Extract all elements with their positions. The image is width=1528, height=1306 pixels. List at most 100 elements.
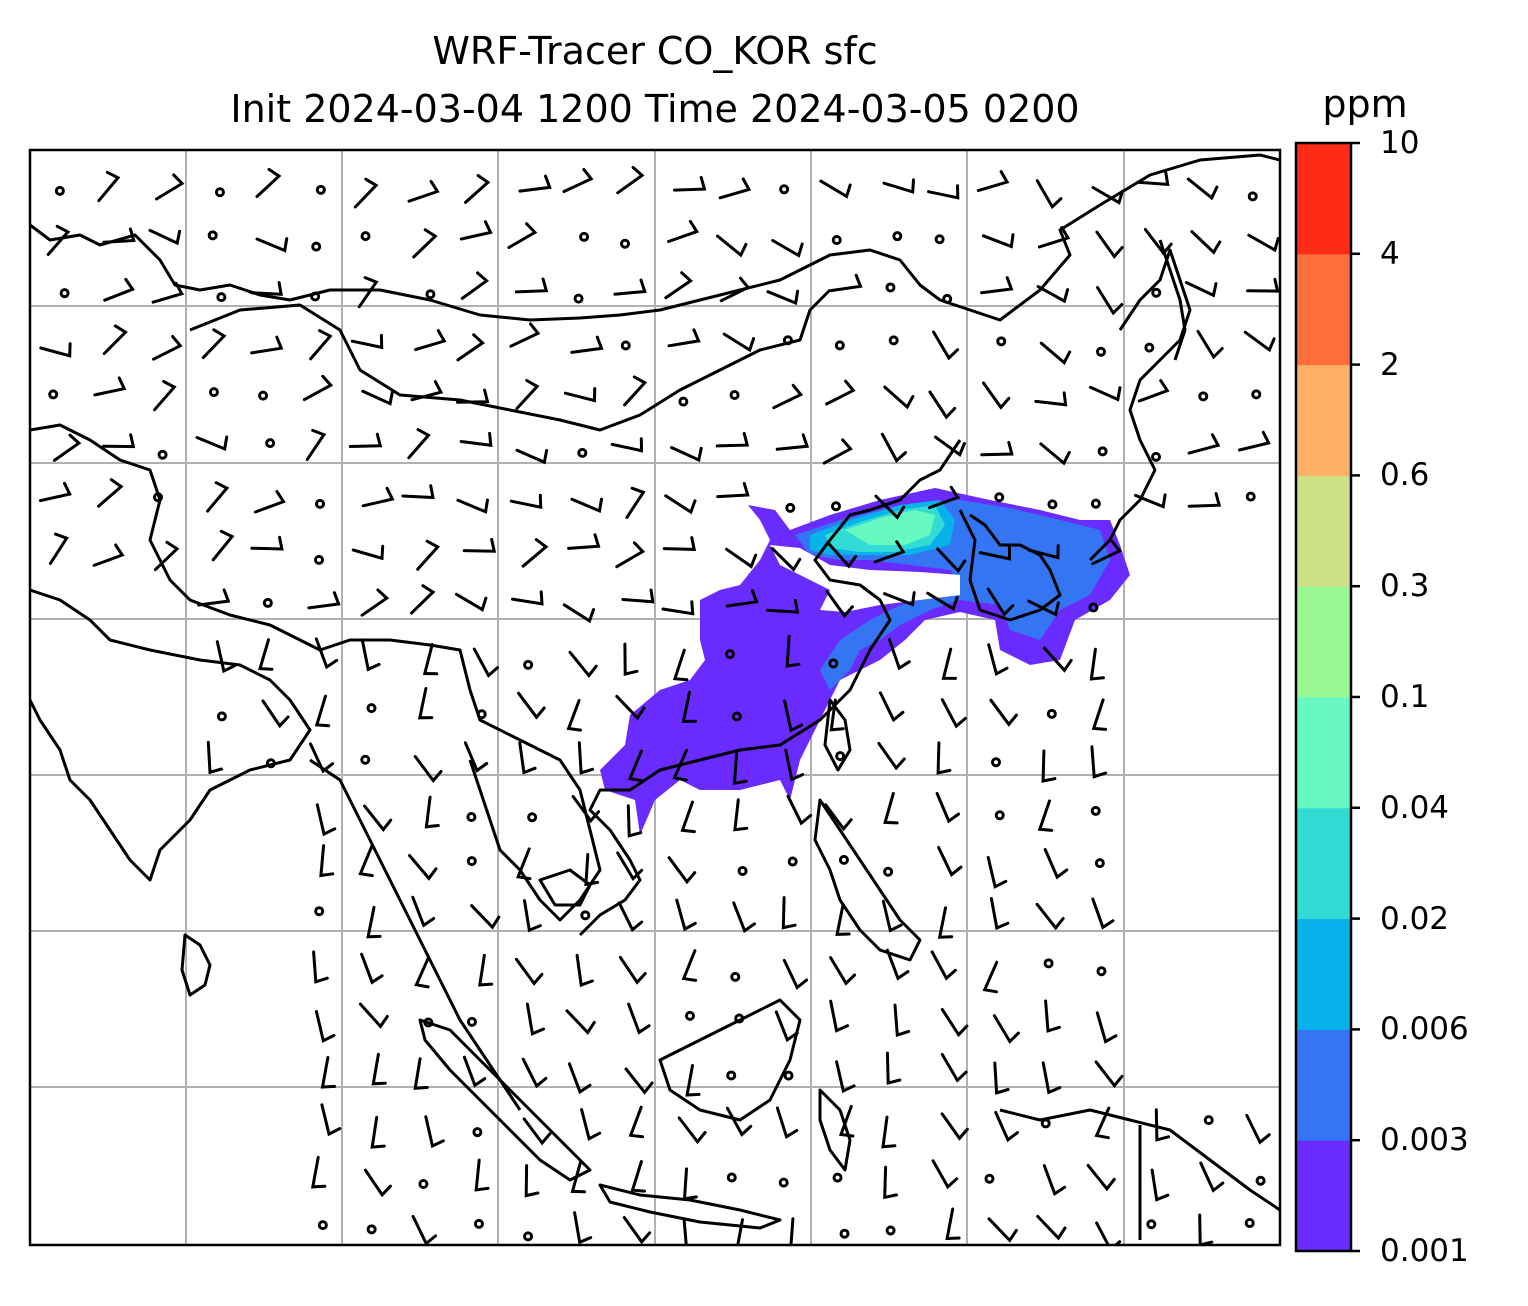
calm-wind-marker [994,810,1005,821]
wind-barb [878,691,905,723]
wind-barb [522,1117,552,1146]
map-frame [28,148,1282,1247]
calm-wind-marker [1151,451,1162,462]
wind-barb [625,486,646,519]
calm-wind-marker [1146,1219,1157,1230]
wind-barb [725,589,759,608]
calm-wind-marker [737,865,748,876]
wind-barb [1091,897,1115,930]
wind-barb [1199,1161,1225,1193]
calm-wind-marker [1151,287,1162,298]
calm-wind-marker [54,185,65,196]
wind-barb [151,281,185,304]
wind-barb [309,329,333,361]
wind-barb [353,177,379,209]
calm-wind-marker [423,1017,434,1028]
wind-barb [463,741,489,773]
wind-barb [148,228,182,246]
wind-barb [615,541,646,569]
calm-wind-marker [1245,491,1256,502]
wind-barb [478,953,494,987]
calm-wind-marker [1046,708,1057,719]
wind-barb [195,435,229,452]
coastline-mainland-se-asia [468,689,602,922]
calm-wind-marker [214,187,225,198]
coastline-philippines [813,798,922,962]
wind-barb [677,1116,707,1145]
wind-barb [456,498,489,514]
wind-barb [771,239,804,258]
calm-wind-marker [942,293,953,304]
wind-barb [980,276,1014,295]
colorbar-segment [1296,143,1351,255]
wind-barb [566,698,582,732]
coastline-java [598,1183,782,1230]
wind-barb [361,486,395,508]
wind-barb [253,490,286,514]
wind-barb [1143,228,1173,256]
wind-barb [670,446,703,463]
wind-barb [474,1158,490,1192]
calm-wind-marker [527,812,538,823]
wind-barb [314,694,331,728]
calm-wind-marker [360,231,371,242]
wind-barb [681,949,698,982]
colorbar-unit: ppm [1322,82,1408,126]
calm-wind-marker [523,1231,534,1242]
wind-barb [1247,233,1280,253]
wind-barb [348,432,383,448]
colorbar-segment [1296,1140,1351,1252]
wind-barb [775,1106,799,1139]
wind-barb [1137,379,1170,403]
wind-barb [781,896,797,930]
wind-barb [580,1108,602,1141]
wind-barb [307,591,341,610]
colorbar-tick-label: 4 [1380,235,1400,272]
wind-barb [255,167,282,198]
calm-wind-marker [315,184,326,195]
colorbar-tick-label: 0.003 [1380,1122,1469,1159]
wind-barb [361,389,394,406]
wind-barb [982,381,1011,410]
calm-wind-marker [883,866,894,877]
wind-barb [1154,1108,1171,1142]
wind-barb [829,698,845,732]
wind-barb [1035,179,1063,210]
wind-barb [888,638,911,671]
calm-wind-marker [216,292,227,303]
wind-barb [472,647,499,678]
calm-wind-marker [317,1220,328,1231]
calm-wind-marker [1096,966,1107,977]
wind-barb [825,379,856,406]
wind-barb [524,1164,540,1198]
chart-title-line-2: Init 2024-03-04 1200 Time 2024-03-05 020… [230,87,1080,131]
wind-barb [577,741,595,775]
calm-wind-marker [315,498,326,509]
wind-barb [411,895,436,928]
calm-wind-marker [59,288,70,299]
calm-wind-marker [579,231,590,242]
wind-barb [940,1008,969,1038]
calm-wind-marker [994,492,1005,503]
wind-barb [928,390,957,420]
wind-barb [1090,745,1108,779]
wind-barb [725,1106,753,1137]
wind-barb [680,800,696,834]
wind-barb [980,440,1014,457]
wind-barb [152,335,183,361]
colorbar-segment [1296,475,1351,587]
wind-barb [206,481,230,513]
wind-barb [937,906,954,939]
calm-wind-marker [729,389,740,400]
wind-barb [885,948,910,981]
calm-wind-marker [828,658,839,669]
wind-barb [570,497,603,514]
wind-barb [621,588,655,604]
calm-wind-marker [678,396,689,407]
wind-barb [936,547,967,574]
wind-barb [978,545,1012,561]
wind-barb [1187,433,1221,455]
wind-barb [883,591,916,607]
wind-barb [610,437,644,453]
wind-barb [571,795,601,824]
